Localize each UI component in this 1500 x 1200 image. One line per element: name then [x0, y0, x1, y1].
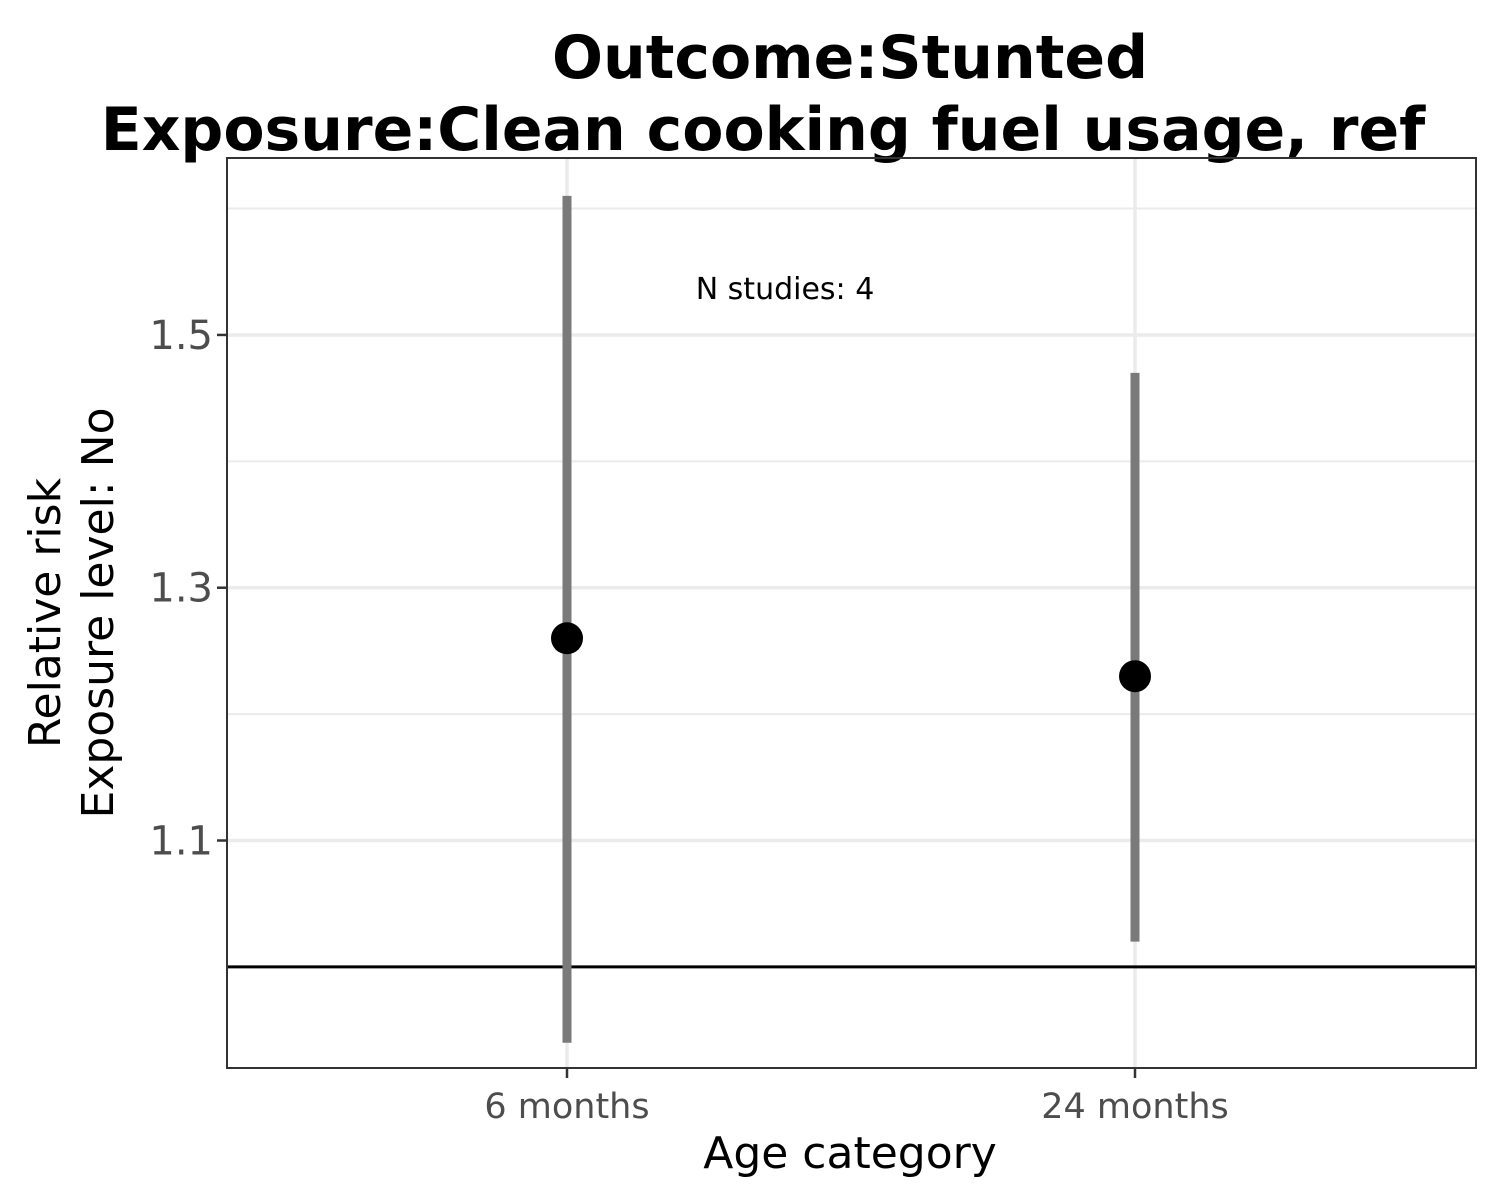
y-tick-label: 1.3 [149, 566, 213, 612]
confidence-intervals [562, 195, 1140, 1043]
chart-title-line1: Outcome:Stunted [552, 23, 1148, 93]
y-axis-title-line2: Exposure level: No [73, 408, 124, 819]
chart-title-line2: Exposure:Clean cooking fuel usage, ref [101, 95, 1426, 165]
x-tick-label: 6 months [484, 1087, 649, 1127]
x-axis-title: Age category [703, 1128, 997, 1179]
point-estimate [551, 622, 583, 655]
panel-border [226, 157, 1477, 1069]
y-tick-label: 1.5 [149, 313, 213, 359]
point-estimates [551, 622, 1151, 693]
y-axis-title-line1: Relative risk [20, 477, 71, 748]
n-studies-annotation: N studies: 4 [696, 272, 875, 307]
axes: 1.1 1.3 1.5 6 months 24 months [149, 313, 1228, 1127]
y-tick-label: 1.1 [149, 819, 213, 865]
point-estimate [1119, 660, 1151, 693]
x-tick-label: 24 months [1041, 1087, 1229, 1127]
